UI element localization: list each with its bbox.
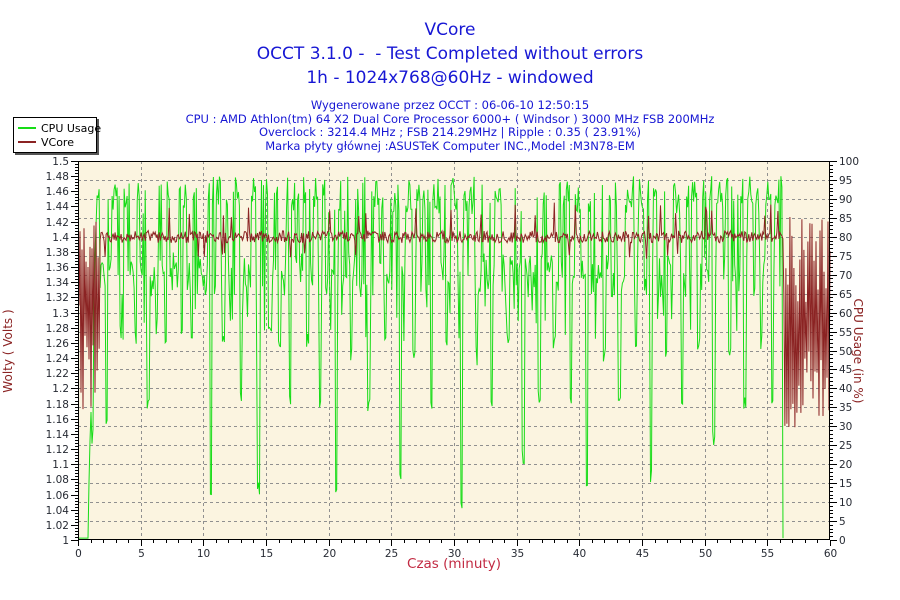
svg-text:1.48: 1.48 (46, 171, 69, 183)
svg-text:1.28: 1.28 (46, 323, 69, 335)
chart-subtitle-mode: 1h - 1024x768@60Hz - windowed (306, 68, 594, 88)
svg-text:1.22: 1.22 (46, 368, 69, 380)
svg-text:1: 1 (62, 535, 69, 547)
svg-text:1.5: 1.5 (52, 156, 69, 168)
svg-text:1.12: 1.12 (46, 444, 69, 456)
svg-text:55: 55 (839, 327, 852, 339)
svg-text:60: 60 (839, 308, 852, 320)
svg-text:85: 85 (839, 213, 852, 225)
svg-text:40: 40 (573, 548, 586, 560)
x-axis-title: Czas (minuty) (407, 556, 501, 572)
svg-text:1.06: 1.06 (46, 490, 70, 502)
svg-text:45: 45 (636, 548, 649, 560)
svg-text:20: 20 (323, 548, 336, 560)
svg-text:90: 90 (839, 194, 852, 206)
vcore-series (78, 202, 831, 428)
svg-text:1.3: 1.3 (52, 308, 69, 320)
svg-text:30: 30 (839, 421, 852, 433)
svg-text:40: 40 (839, 383, 852, 395)
chart-title-block: VCore OCCT 3.1.0 - - Test Completed with… (0, 18, 900, 90)
svg-text:20: 20 (839, 459, 852, 471)
svg-text:1.42: 1.42 (46, 217, 69, 229)
vcore-line-swatch (18, 141, 36, 143)
svg-text:60: 60 (824, 548, 837, 560)
svg-text:10: 10 (197, 548, 210, 560)
legend-label-vcore: VCore (41, 135, 74, 149)
svg-text:100: 100 (839, 156, 859, 168)
axis-ticks (71, 161, 837, 546)
report-motherboard-line: Marka płyty głównej :ASUSTeK Computer IN… (265, 138, 635, 153)
cpu-usage-series (78, 176, 784, 539)
svg-text:5: 5 (138, 548, 145, 560)
legend-item-cpu-usage: CPU Usage (18, 121, 101, 135)
svg-text:1.34: 1.34 (46, 277, 70, 289)
svg-text:55: 55 (761, 548, 774, 560)
svg-text:1.26: 1.26 (46, 338, 70, 350)
svg-text:45: 45 (839, 364, 852, 376)
svg-text:75: 75 (839, 251, 852, 263)
svg-text:0: 0 (75, 548, 82, 560)
svg-text:70: 70 (839, 270, 852, 282)
report-overclock-line: Overclock : 3214.4 MHz ; FSB 214.29MHz |… (258, 125, 642, 139)
chart-title: VCore (424, 20, 476, 40)
plot-border (78, 161, 830, 540)
svg-text:1.18: 1.18 (46, 399, 69, 411)
svg-text:0: 0 (839, 535, 846, 547)
report-generated-line: Wygenerowane przez OCCT : 06-06-10 12:50… (310, 98, 590, 112)
left-axis-title: Wolty ( Volts ) (1, 309, 15, 393)
svg-text:1.16: 1.16 (46, 414, 70, 426)
svg-text:1.46: 1.46 (46, 186, 70, 198)
svg-text:80: 80 (839, 232, 852, 244)
right-axis-title: CPU Usage (in %) (851, 298, 865, 404)
svg-text:35: 35 (839, 402, 852, 414)
report-info-block: Wygenerowane przez OCCT : 06-06-10 12:50… (0, 98, 900, 153)
svg-text:1.24: 1.24 (46, 353, 70, 365)
legend-item-vcore: VCore (18, 135, 92, 149)
svg-text:10: 10 (839, 497, 852, 509)
svg-text:30: 30 (448, 548, 461, 560)
svg-text:65: 65 (839, 289, 852, 301)
chart-subtitle-status: OCCT 3.1.0 - - Test Completed without er… (256, 44, 644, 64)
svg-text:1.08: 1.08 (46, 474, 69, 486)
svg-text:1.44: 1.44 (46, 201, 70, 213)
svg-text:1.38: 1.38 (46, 247, 69, 259)
svg-text:25: 25 (385, 548, 398, 560)
svg-text:35: 35 (511, 548, 524, 560)
svg-text:1.4: 1.4 (52, 232, 69, 244)
report-cpu-line: CPU : AMD Athlon(tm) 64 X2 Dual Core Pro… (185, 111, 715, 126)
legend-label-cpu-usage: CPU Usage (41, 121, 102, 135)
legend-box: CPU Usage VCore (13, 117, 101, 153)
svg-text:50: 50 (699, 548, 712, 560)
svg-text:1.36: 1.36 (46, 262, 70, 274)
svg-text:1.02: 1.02 (46, 520, 69, 532)
axis-tick-labels: 0 5 10 15 20 25 30 35 40 45 50 55 6011.021.041.061.0… (46, 156, 859, 560)
svg-text:1.04: 1.04 (46, 505, 70, 517)
svg-text:50: 50 (839, 346, 852, 358)
svg-text:1.2: 1.2 (52, 383, 69, 395)
svg-text:25: 25 (839, 440, 852, 452)
svg-text:1.1: 1.1 (52, 459, 69, 471)
cpu-usage-line-swatch (18, 127, 36, 129)
svg-text:95: 95 (839, 175, 852, 187)
svg-text:15: 15 (839, 478, 852, 490)
svg-text:1.14: 1.14 (46, 429, 70, 441)
svg-text:5: 5 (839, 516, 846, 528)
svg-text:15: 15 (260, 548, 273, 560)
svg-text:1.32: 1.32 (46, 292, 69, 304)
